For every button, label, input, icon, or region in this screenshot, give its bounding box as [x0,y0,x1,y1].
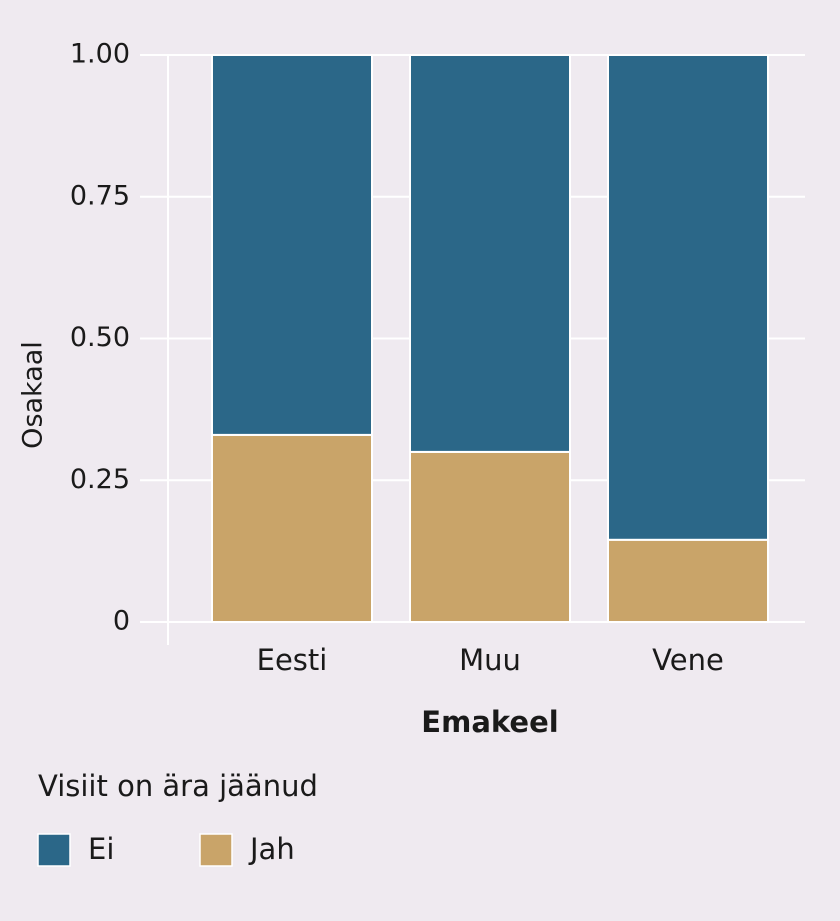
y-tick-label: 0.50 [70,322,130,353]
x-tick-label: Vene [652,643,724,677]
bar-segment [409,450,571,623]
y-tick-label: 0.25 [70,464,130,495]
x-tick-label: Muu [459,643,521,677]
bar-segment [211,433,373,624]
x-axis-label: Emakeel [421,705,558,739]
bar-segment [211,54,373,436]
legend-swatch [37,833,71,867]
legend-label: Jah [248,832,295,866]
y-tick-label: 0.75 [70,180,130,211]
x-tick-label: Eesti [257,643,328,677]
bar-segment [409,54,571,453]
bar-segment [607,54,769,541]
legend-swatch [199,833,233,867]
y-tick-label: 1.00 [70,39,130,70]
legend-title: Visiit on ära jäänud [38,769,318,803]
y-axis-label: Osakaal [18,341,49,449]
bar-segment [607,538,769,623]
y-tick-label: 0 [113,606,130,637]
legend-label: Ei [88,832,114,866]
